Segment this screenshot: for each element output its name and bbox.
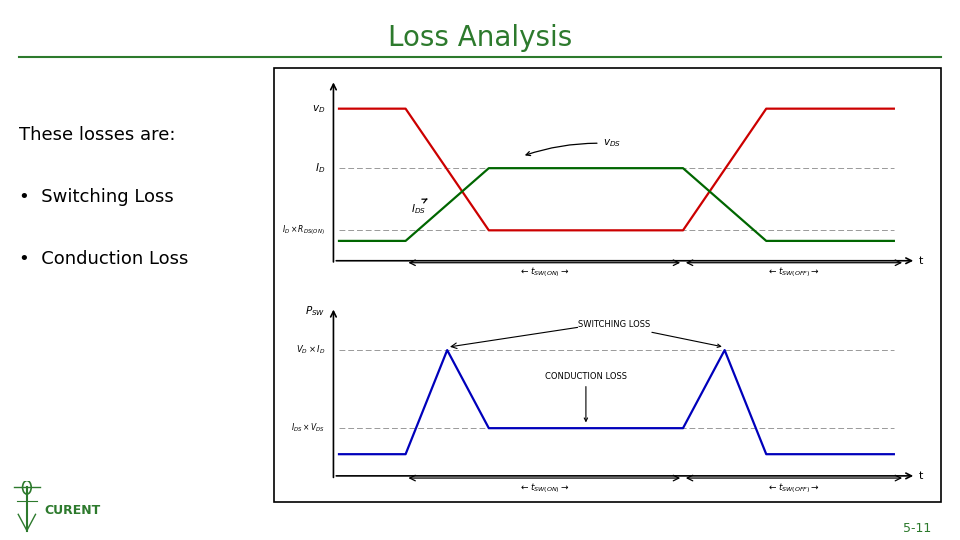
Text: $I_D \times R_{DS(ON)}$: $I_D \times R_{DS(ON)}$ <box>282 224 325 237</box>
Text: These losses are:: These losses are: <box>19 126 176 144</box>
Text: •  Conduction Loss: • Conduction Loss <box>19 250 188 268</box>
Text: $V_D \times I_D$: $V_D \times I_D$ <box>296 344 325 356</box>
Text: $\leftarrow t_{SW(OFF)} \rightarrow$: $\leftarrow t_{SW(OFF)} \rightarrow$ <box>767 265 821 279</box>
Text: t: t <box>919 256 924 266</box>
Text: $v_{DS}$: $v_{DS}$ <box>526 138 621 156</box>
Text: $\leftarrow t_{SW(OFF)} \rightarrow$: $\leftarrow t_{SW(OFF)} \rightarrow$ <box>767 481 821 495</box>
Text: $I_{DS} \times V_{DS}$: $I_{DS} \times V_{DS}$ <box>291 422 325 434</box>
Text: CONDUCTION LOSS: CONDUCTION LOSS <box>545 372 627 421</box>
Text: $v_D$: $v_D$ <box>312 103 325 114</box>
Text: $\leftarrow t_{SW(ON)} \rightarrow$: $\leftarrow t_{SW(ON)} \rightarrow$ <box>519 481 569 495</box>
Text: $I_{DS}$: $I_{DS}$ <box>411 199 427 215</box>
Text: 5-11: 5-11 <box>903 522 931 535</box>
Text: $\leftarrow t_{SW(ON)} \rightarrow$: $\leftarrow t_{SW(ON)} \rightarrow$ <box>519 265 569 279</box>
Text: t: t <box>919 471 924 481</box>
Text: SWITCHING LOSS: SWITCHING LOSS <box>578 320 721 347</box>
Text: Loss Analysis: Loss Analysis <box>388 24 572 52</box>
Text: $I_D$: $I_D$ <box>315 161 325 175</box>
Text: $P_{SW}$: $P_{SW}$ <box>305 304 325 318</box>
Text: •  Switching Loss: • Switching Loss <box>19 188 174 206</box>
Text: CURENT: CURENT <box>44 504 101 517</box>
